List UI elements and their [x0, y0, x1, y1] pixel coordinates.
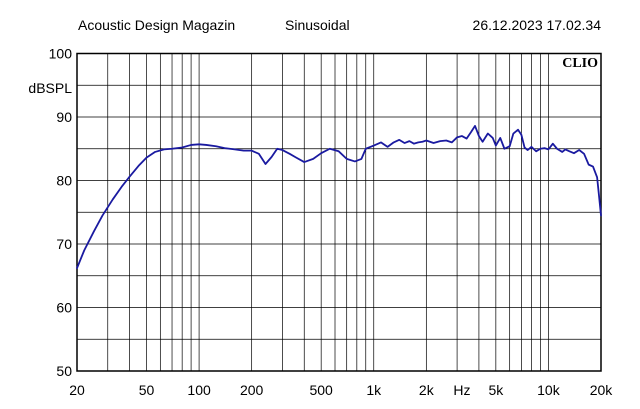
x-tick-label: 1k [366, 382, 382, 398]
y-tick-label: 90 [56, 109, 72, 125]
header-title: Acoustic Design Magazin [78, 17, 236, 33]
y-axis-label: dBSPL [28, 80, 72, 96]
x-tick-label: 200 [240, 382, 264, 398]
brand-logo: CLIO [562, 56, 598, 71]
y-tick-label: 100 [49, 46, 73, 62]
y-tick-label: 70 [56, 236, 72, 252]
header-datetime: 26.12.2023 17.02.34 [472, 17, 601, 33]
x-tick-label: 5k [488, 382, 504, 398]
x-tick-label: 20k [590, 382, 614, 398]
y-tick-label: 80 [56, 173, 72, 189]
header-mode: Sinusoidal [285, 17, 350, 33]
x-tick-label: 10k [537, 382, 561, 398]
grid-major [77, 84, 601, 340]
x-tick-label: 20 [69, 382, 85, 398]
x-tick-label: 100 [187, 382, 211, 398]
y-tick-label: 60 [56, 300, 72, 316]
x-axis-label: Hz [453, 382, 470, 398]
y-tick-labels: 50 60 70 80 90 100 [49, 46, 73, 380]
x-tick-label: 2k [419, 382, 435, 398]
x-tick-label: 500 [309, 382, 333, 398]
x-tick-labels: 20 50 100 200 500 1k 2k 5k 10k 20k [69, 382, 613, 398]
x-tick-label: 50 [139, 382, 155, 398]
series-group [76, 124, 602, 270]
y-tick-label: 50 [56, 363, 72, 379]
series-line [76, 124, 602, 270]
